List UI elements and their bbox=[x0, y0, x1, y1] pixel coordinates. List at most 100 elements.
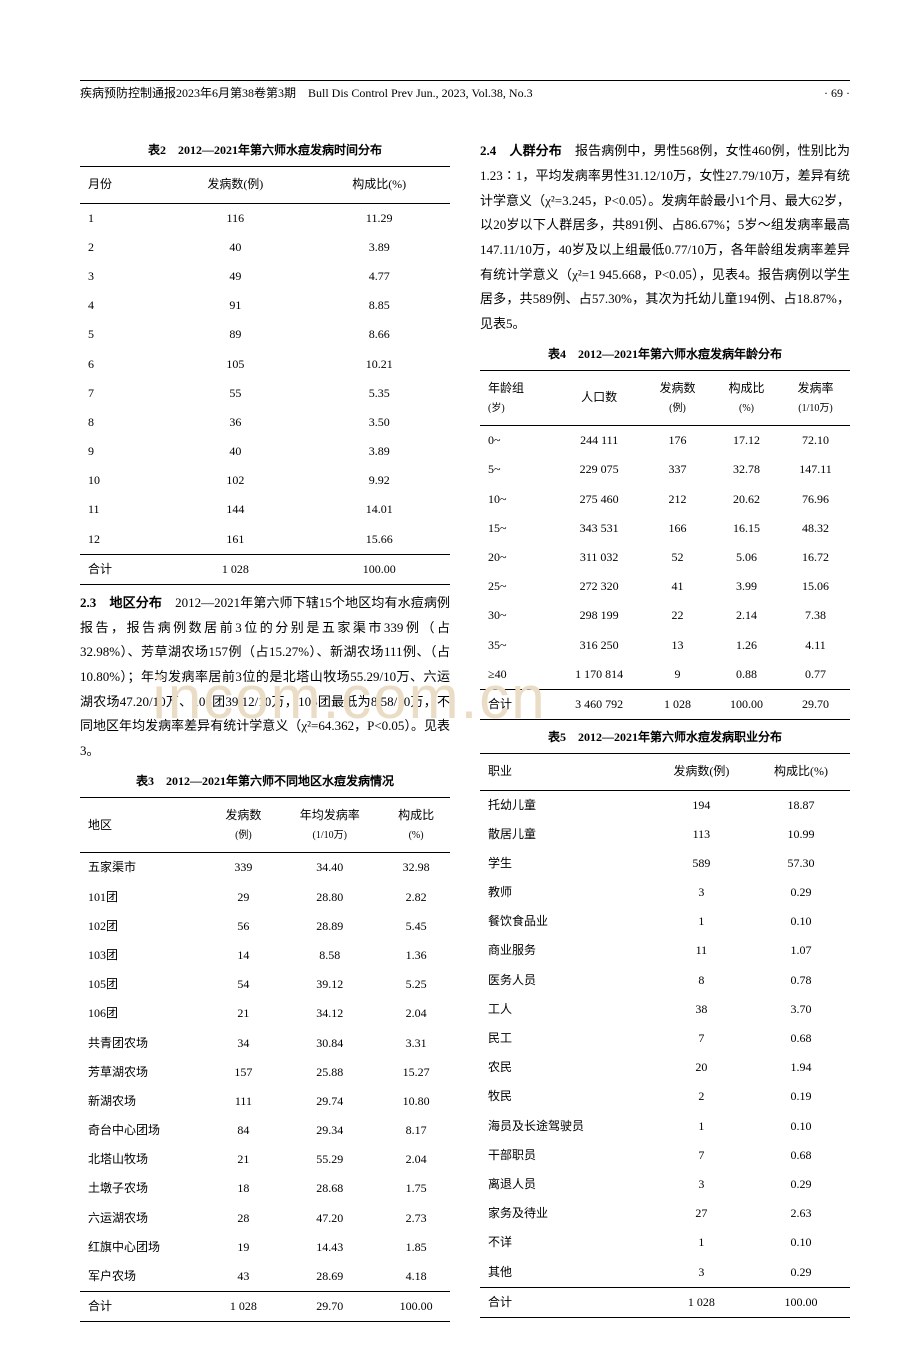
table-cell: 10~ bbox=[480, 485, 555, 514]
table-row: 家务及待业272.63 bbox=[480, 1199, 850, 1228]
table-cell: 0.10 bbox=[752, 1228, 850, 1257]
table-cell: 111 bbox=[209, 1087, 277, 1116]
table-row: 8363.50 bbox=[80, 408, 450, 437]
table-cell: 157 bbox=[209, 1058, 277, 1087]
table-row: 托幼儿童19418.87 bbox=[480, 790, 850, 820]
table-header-cell: 月份 bbox=[80, 167, 162, 203]
table-row: 4918.85 bbox=[80, 291, 450, 320]
table-cell: 合计 bbox=[80, 1292, 209, 1322]
table-cell: 89 bbox=[162, 320, 308, 349]
table-row: 五家渠市33934.4032.98 bbox=[80, 853, 450, 883]
table-cell: 北塔山牧场 bbox=[80, 1145, 209, 1174]
table-cell: 47.20 bbox=[277, 1204, 382, 1233]
table-cell: 1.75 bbox=[382, 1174, 450, 1203]
table-cell: 3.70 bbox=[752, 995, 850, 1024]
table-cell: 11.29 bbox=[308, 203, 450, 233]
table-cell: 229 075 bbox=[555, 455, 643, 484]
table-row: 干部职员70.68 bbox=[480, 1141, 850, 1170]
table-cell: 84 bbox=[209, 1116, 277, 1145]
table-row: 工人383.70 bbox=[480, 995, 850, 1024]
table-cell: 30~ bbox=[480, 601, 555, 630]
table-row: 1114414.01 bbox=[80, 495, 450, 524]
table-row: 106团2134.122.04 bbox=[80, 999, 450, 1028]
table-cell: 8 bbox=[651, 966, 752, 995]
table-cell: 1 bbox=[651, 1112, 752, 1141]
table-cell: 0.19 bbox=[752, 1082, 850, 1111]
page-header: 疾病预防控制通报2023年6月第38卷第3期 Bull Dis Control … bbox=[80, 80, 850, 103]
table-cell: 合计 bbox=[480, 689, 555, 719]
table-cell: 其他 bbox=[480, 1258, 651, 1288]
table-row: 103团148.581.36 bbox=[80, 941, 450, 970]
table-cell: 3 bbox=[651, 1258, 752, 1288]
table-row: 25~272 320413.9915.06 bbox=[480, 572, 850, 601]
table-cell: 0.29 bbox=[752, 1258, 850, 1288]
table-cell: 离退人员 bbox=[480, 1170, 651, 1199]
table-cell: 1 bbox=[651, 1228, 752, 1257]
table-cell: 116 bbox=[162, 203, 308, 233]
table5-caption: 表5 2012—2021年第六师水痘发病职业分布 bbox=[480, 728, 850, 747]
table-cell: 91 bbox=[162, 291, 308, 320]
table-header-cell: 构成比(%) bbox=[308, 167, 450, 203]
table-cell: 21 bbox=[209, 1145, 277, 1174]
table-cell: 55.29 bbox=[277, 1145, 382, 1174]
table-cell: 38 bbox=[651, 995, 752, 1024]
table-row: 土墩子农场1828.681.75 bbox=[80, 1174, 450, 1203]
table-cell: 芳草湖农场 bbox=[80, 1058, 209, 1087]
table-row: 离退人员30.29 bbox=[480, 1170, 850, 1199]
table-cell: 2.63 bbox=[752, 1199, 850, 1228]
table-cell: 六运湖农场 bbox=[80, 1204, 209, 1233]
table-row: 北塔山牧场2155.292.04 bbox=[80, 1145, 450, 1174]
table-cell: 102 bbox=[162, 466, 308, 495]
table-cell: 166 bbox=[643, 514, 712, 543]
table-cell: 20 bbox=[651, 1053, 752, 1082]
table4: 年龄组(岁)人口数发病数(例)构成比(%)发病率(1/10万) 0~244 11… bbox=[480, 370, 850, 720]
table-cell: 1 170 814 bbox=[555, 660, 643, 690]
table-cell: 10.80 bbox=[382, 1087, 450, 1116]
table-row: 35~316 250131.264.11 bbox=[480, 631, 850, 660]
table-cell: 学生 bbox=[480, 849, 651, 878]
table-header-cell: 年龄组(岁) bbox=[480, 370, 555, 425]
table-cell: 3.31 bbox=[382, 1029, 450, 1058]
table-cell: 72.10 bbox=[781, 426, 850, 456]
table-cell: 土墩子农场 bbox=[80, 1174, 209, 1203]
table-cell: 14 bbox=[209, 941, 277, 970]
table-cell: 3.50 bbox=[308, 408, 450, 437]
table-cell: 散居儿童 bbox=[480, 820, 651, 849]
table-cell: 20~ bbox=[480, 543, 555, 572]
table-cell: 2.82 bbox=[382, 883, 450, 912]
table-cell: 1 028 bbox=[643, 689, 712, 719]
table-cell: 商业服务 bbox=[480, 936, 651, 965]
table-cell: 3 460 792 bbox=[555, 689, 643, 719]
table-cell: 29.74 bbox=[277, 1087, 382, 1116]
table-cell: 工人 bbox=[480, 995, 651, 1024]
table-cell: 27 bbox=[651, 1199, 752, 1228]
table-cell: 3.89 bbox=[308, 233, 450, 262]
section-2-3: 2.3 地区分布 2012—2021年第六师下辖15个地区均有水痘病例报告，报告… bbox=[80, 591, 450, 764]
table-cell: 29.70 bbox=[781, 689, 850, 719]
table-cell: 57.30 bbox=[752, 849, 850, 878]
table-cell: 43 bbox=[209, 1262, 277, 1292]
table-row: 其他30.29 bbox=[480, 1258, 850, 1288]
header-left: 疾病预防控制通报2023年6月第38卷第3期 Bull Dis Control … bbox=[80, 84, 533, 103]
table-cell: 干部职员 bbox=[480, 1141, 651, 1170]
table-cell: 7 bbox=[80, 379, 162, 408]
table-row: 102团5628.895.45 bbox=[80, 912, 450, 941]
table-cell: 40 bbox=[162, 437, 308, 466]
table-row: 新湖农场11129.7410.80 bbox=[80, 1087, 450, 1116]
table-cell: 10.99 bbox=[752, 820, 850, 849]
table-cell: 0.68 bbox=[752, 1141, 850, 1170]
table-cell: 19 bbox=[209, 1233, 277, 1262]
table-cell: 托幼儿童 bbox=[480, 790, 651, 820]
table-cell: 113 bbox=[651, 820, 752, 849]
table-cell: 14.43 bbox=[277, 1233, 382, 1262]
table-cell: 2.73 bbox=[382, 1204, 450, 1233]
table-cell: 11 bbox=[651, 936, 752, 965]
table-cell: 16.15 bbox=[712, 514, 781, 543]
table-cell: 0.77 bbox=[781, 660, 850, 690]
table-row: 2403.89 bbox=[80, 233, 450, 262]
table-cell: 105 bbox=[162, 350, 308, 379]
table-cell: 337 bbox=[643, 455, 712, 484]
table-row: 民工70.68 bbox=[480, 1024, 850, 1053]
table-cell: 5.45 bbox=[382, 912, 450, 941]
section-2-4: 2.4 人群分布 报告病例中，男性568例，女性460例，性别比为1.23∶1，… bbox=[480, 139, 850, 337]
